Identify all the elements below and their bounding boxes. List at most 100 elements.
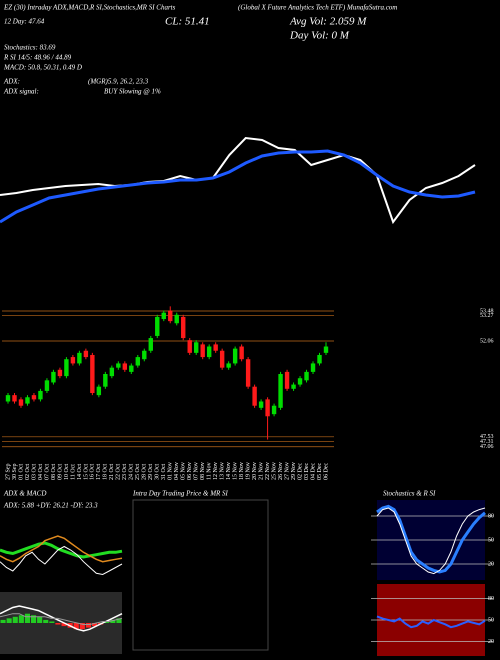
x-tick-label: 29 Nov [291,462,297,480]
x-tick-label: 04 Nov [174,462,180,480]
x-tick-label: 07 Nov [194,462,200,480]
header-info: 12 Day: 47.64 [4,18,45,26]
x-tick-label: 23 Oct [122,464,128,480]
candle-body [57,369,63,377]
x-tick-label: 30 Sep [12,464,18,481]
candle-body [5,395,11,402]
histogram-bar [43,619,49,623]
candle-body [200,344,205,358]
x-tick-label: 27 Nov [284,462,290,480]
x-tick-label: 06 Dec [323,463,329,480]
x-tick-label: 09 Oct [57,464,63,480]
x-tick-label: 08 Nov [200,462,206,480]
header-info: ADX signal: [3,88,39,96]
candle-body [239,346,244,360]
y-tick-label: 20 [488,561,494,567]
header-title: EZ (30) Intraday ADX,MACD,R SI,Stochasti… [3,4,176,12]
candle-body [219,350,225,368]
candle-body [129,365,134,372]
candle-body [25,397,30,404]
header-info: MACD: 50.8, 50.31, 0.49 D [3,64,82,72]
series-line [376,507,486,575]
histogram-bar [18,615,24,623]
x-tick-label: 12 Nov [213,462,219,480]
header-info: ADX: [3,78,20,86]
candle-body [252,386,257,406]
candle-body [116,363,121,368]
x-tick-label: 20 Nov [252,462,258,480]
x-tick-label: 15 Oct [83,464,89,480]
candle-body [317,354,322,364]
histogram-bar [104,621,110,623]
candle-body [51,371,56,383]
candle-body [155,316,160,336]
x-tick-label: 18 Oct [103,464,109,480]
x-tick-label: 19 Nov [245,462,251,480]
histogram-bar [12,616,18,623]
header-info: R SI 14/5: 48.96 / 44.89 [3,54,72,62]
candle-body [310,363,316,372]
y-tick-label: 80 [488,513,494,519]
histogram-bar [6,618,12,623]
x-tick-label: 10 Oct [64,464,70,480]
histogram-bar [0,619,6,623]
x-tick-label: 18 Nov [239,462,245,480]
candle-body [103,374,108,387]
x-tick-label: 21 Oct [109,464,115,480]
panel-title: ADX & MACD [3,490,46,498]
candle-body [291,384,296,389]
candle-body [64,359,69,377]
histogram-bar [110,619,116,623]
intraday-panel [132,499,269,651]
histogram-bar [55,623,61,625]
x-tick-label: 16 Oct [90,464,96,480]
x-tick-label: 11 Nov [207,462,213,480]
series-line [0,605,123,632]
panel-title: Intra Day Trading Price & MR SI [132,490,229,498]
x-tick-label: 29 Oct [148,464,154,480]
candle-body [70,357,76,364]
candle-body [271,405,277,415]
series-line [376,615,486,629]
header-title: (Global X Future Analytics Tech ETF) Mun… [238,4,397,12]
candle-body [122,363,128,370]
x-tick-label: 26 Nov [278,462,284,480]
x-tick-label: 04 Oct [38,464,44,480]
histogram-bar [31,615,37,623]
candle-body [187,340,192,353]
candle-body [181,316,186,339]
candle-body [174,314,179,324]
x-tick-label: 25 Nov [271,462,277,480]
candle-body [31,395,37,400]
candle-body [258,401,264,408]
y-tick-label: 80 [488,596,494,602]
x-tick-label: 06 Nov [187,462,193,480]
candle-body [265,399,270,417]
panel-info: ADX: 5.88 +DY: 26.21 -DY: 23.3 [3,502,98,510]
x-tick-label: 11 Oct [70,464,76,480]
x-tick-label: 22 Nov [265,462,271,480]
x-tick-label: 13 Nov [220,462,226,480]
histogram-bar [73,623,79,630]
candle-body [90,354,95,394]
series-line [0,545,123,576]
histogram-bar [61,623,67,627]
y-tick-label: 50 [488,537,494,543]
header-volume: Avg Vol: 2.059 M [289,16,367,28]
candle-body [38,390,43,400]
series-line [376,504,486,574]
candle-body [245,359,251,387]
x-tick-label: 02 Oct [25,464,31,480]
series-line [0,535,123,563]
header-info: Stochastics: 83.69 [4,44,56,52]
histogram-bar [49,621,55,623]
candle-body [109,367,115,377]
x-tick-label: 07 Oct [44,464,50,480]
candle-body [284,371,290,389]
candle-body [77,352,82,364]
x-tick-label: 05 Nov [181,462,187,480]
y-tick-label: 52.06 [480,338,494,344]
histogram-bar [85,623,91,628]
x-tick-label: 14 Nov [226,462,232,480]
